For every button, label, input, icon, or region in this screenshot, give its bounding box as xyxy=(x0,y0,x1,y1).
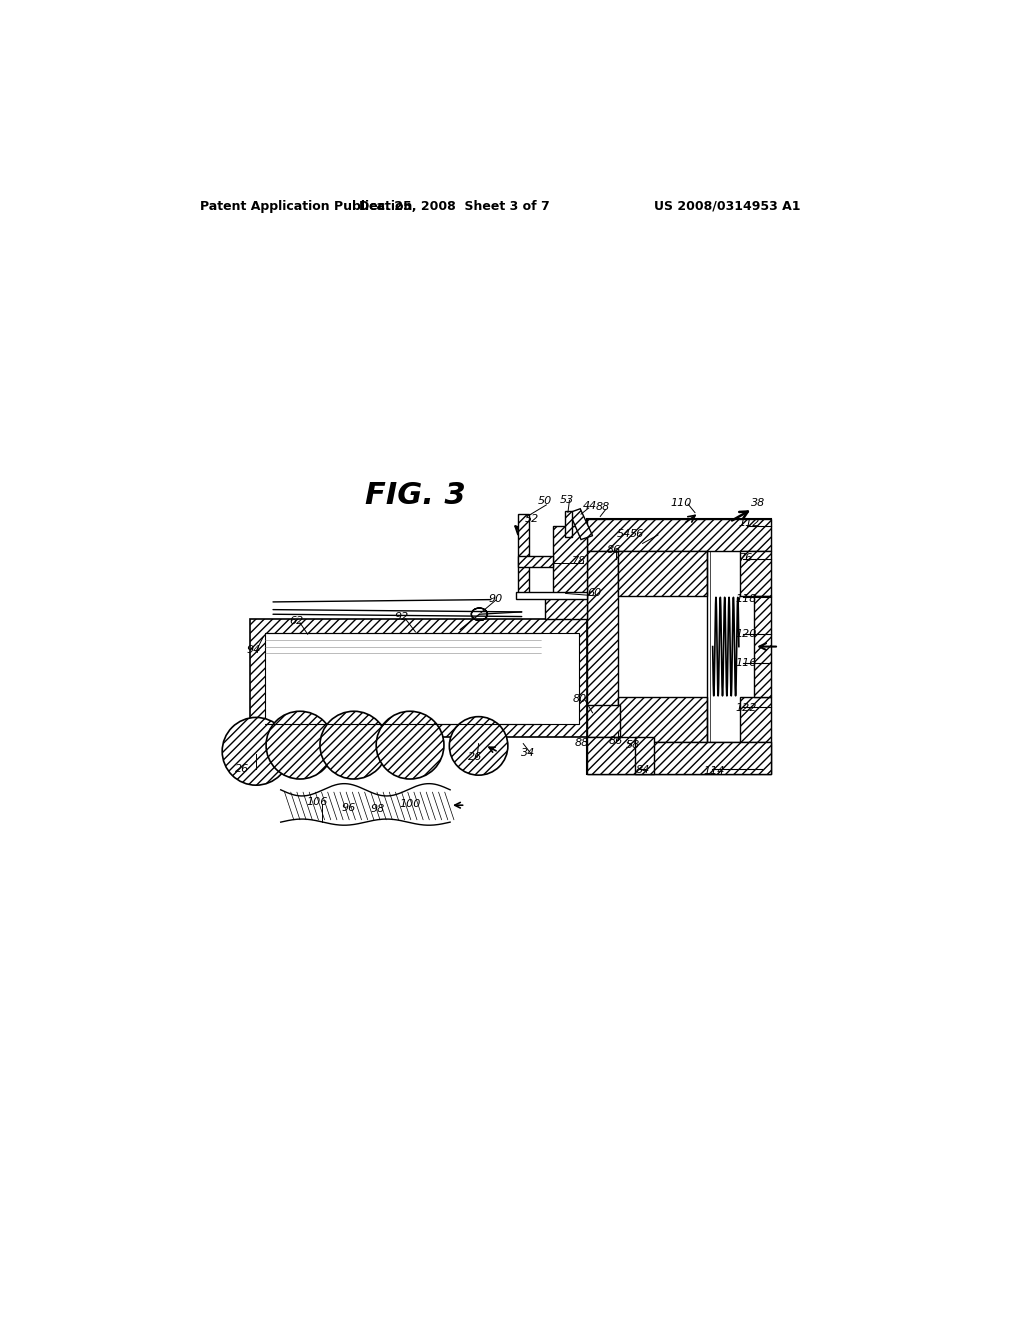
Text: 26: 26 xyxy=(468,752,482,763)
Polygon shape xyxy=(587,552,617,742)
Polygon shape xyxy=(587,519,771,775)
Text: 78: 78 xyxy=(572,556,587,566)
Text: 106: 106 xyxy=(306,797,328,807)
Polygon shape xyxy=(518,515,528,595)
Circle shape xyxy=(222,718,290,785)
Text: 96: 96 xyxy=(341,803,355,813)
Polygon shape xyxy=(545,595,587,619)
Text: 60: 60 xyxy=(588,589,602,598)
Text: 114: 114 xyxy=(703,766,725,776)
Text: 52: 52 xyxy=(524,513,539,524)
Text: 58: 58 xyxy=(626,741,640,750)
Polygon shape xyxy=(617,697,707,742)
Polygon shape xyxy=(587,519,771,552)
Text: 44: 44 xyxy=(583,502,597,511)
Text: 122: 122 xyxy=(736,704,757,713)
Text: 98: 98 xyxy=(371,804,385,814)
Text: 92: 92 xyxy=(394,612,409,622)
Text: 53: 53 xyxy=(560,495,574,504)
Polygon shape xyxy=(265,632,580,723)
Text: 94: 94 xyxy=(247,645,261,656)
Circle shape xyxy=(266,711,334,779)
Polygon shape xyxy=(635,738,654,775)
Polygon shape xyxy=(518,557,553,566)
Text: 62: 62 xyxy=(289,616,303,626)
Text: 116: 116 xyxy=(736,657,757,668)
Text: 100: 100 xyxy=(399,799,421,809)
Text: 118: 118 xyxy=(736,594,757,603)
Polygon shape xyxy=(740,552,771,595)
Text: Patent Application Publication: Patent Application Publication xyxy=(200,199,413,213)
Polygon shape xyxy=(516,591,587,599)
Text: 84: 84 xyxy=(636,764,650,775)
Polygon shape xyxy=(639,742,771,775)
Polygon shape xyxy=(565,511,571,537)
Polygon shape xyxy=(250,619,587,738)
Text: 88: 88 xyxy=(595,502,609,512)
Polygon shape xyxy=(740,697,771,742)
Polygon shape xyxy=(587,742,771,775)
Text: 76: 76 xyxy=(739,553,754,564)
Text: 86: 86 xyxy=(608,735,623,746)
Polygon shape xyxy=(569,508,593,540)
Polygon shape xyxy=(755,595,771,697)
Text: 88: 88 xyxy=(574,738,589,748)
Polygon shape xyxy=(553,527,587,595)
Text: 38: 38 xyxy=(751,499,765,508)
Text: Dec. 25, 2008  Sheet 3 of 7: Dec. 25, 2008 Sheet 3 of 7 xyxy=(358,199,549,213)
Text: 110: 110 xyxy=(671,498,692,508)
Text: 26: 26 xyxy=(236,764,249,774)
Text: 120: 120 xyxy=(736,630,757,639)
Circle shape xyxy=(319,711,388,779)
Text: 50: 50 xyxy=(538,496,552,506)
Polygon shape xyxy=(587,705,620,738)
Text: US 2008/0314953 A1: US 2008/0314953 A1 xyxy=(654,199,801,213)
Text: 112: 112 xyxy=(738,519,760,528)
Polygon shape xyxy=(587,738,639,775)
Text: 56: 56 xyxy=(630,529,643,539)
Text: 86: 86 xyxy=(606,545,621,554)
Circle shape xyxy=(376,711,444,779)
Text: 34: 34 xyxy=(521,748,535,758)
Polygon shape xyxy=(617,552,707,595)
Text: 80: 80 xyxy=(573,694,588,704)
Text: 54: 54 xyxy=(617,529,631,539)
Circle shape xyxy=(450,717,508,775)
Text: FIG. 3: FIG. 3 xyxy=(366,482,466,510)
Text: 90: 90 xyxy=(488,594,503,603)
